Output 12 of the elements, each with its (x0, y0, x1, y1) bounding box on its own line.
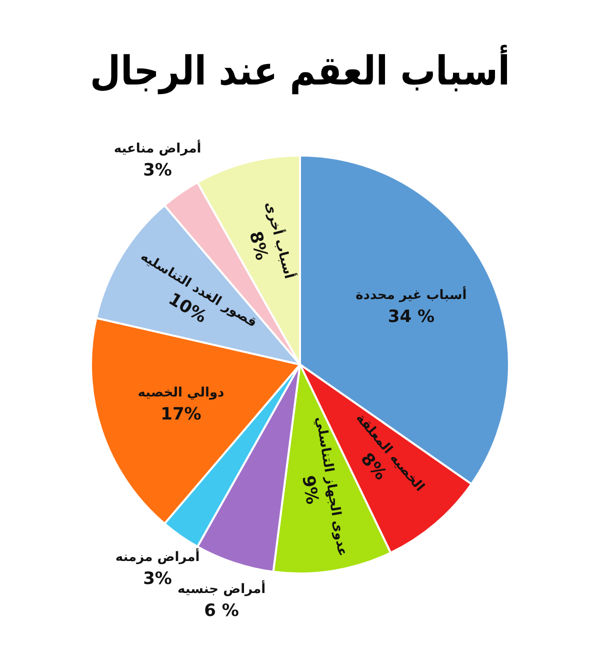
data-label: 6 % (204, 601, 239, 622)
data-label: 34 % (388, 306, 434, 327)
slice-label: أمراض جنسيه (177, 580, 266, 598)
data-label: 3% (143, 160, 172, 181)
data-label: 9% (298, 474, 322, 506)
slice-label: أسباب غير محددة (356, 286, 467, 303)
data-label: 3% (143, 569, 172, 590)
data-label: 17% (160, 404, 202, 424)
slice-label: دوالي الخصيه (138, 385, 225, 400)
slice-label: أمراض مناعيه (114, 140, 202, 157)
chart-title: أسباب العقم عند الرجال (90, 44, 510, 95)
slice-label: أمراض مزمنه (115, 548, 200, 566)
